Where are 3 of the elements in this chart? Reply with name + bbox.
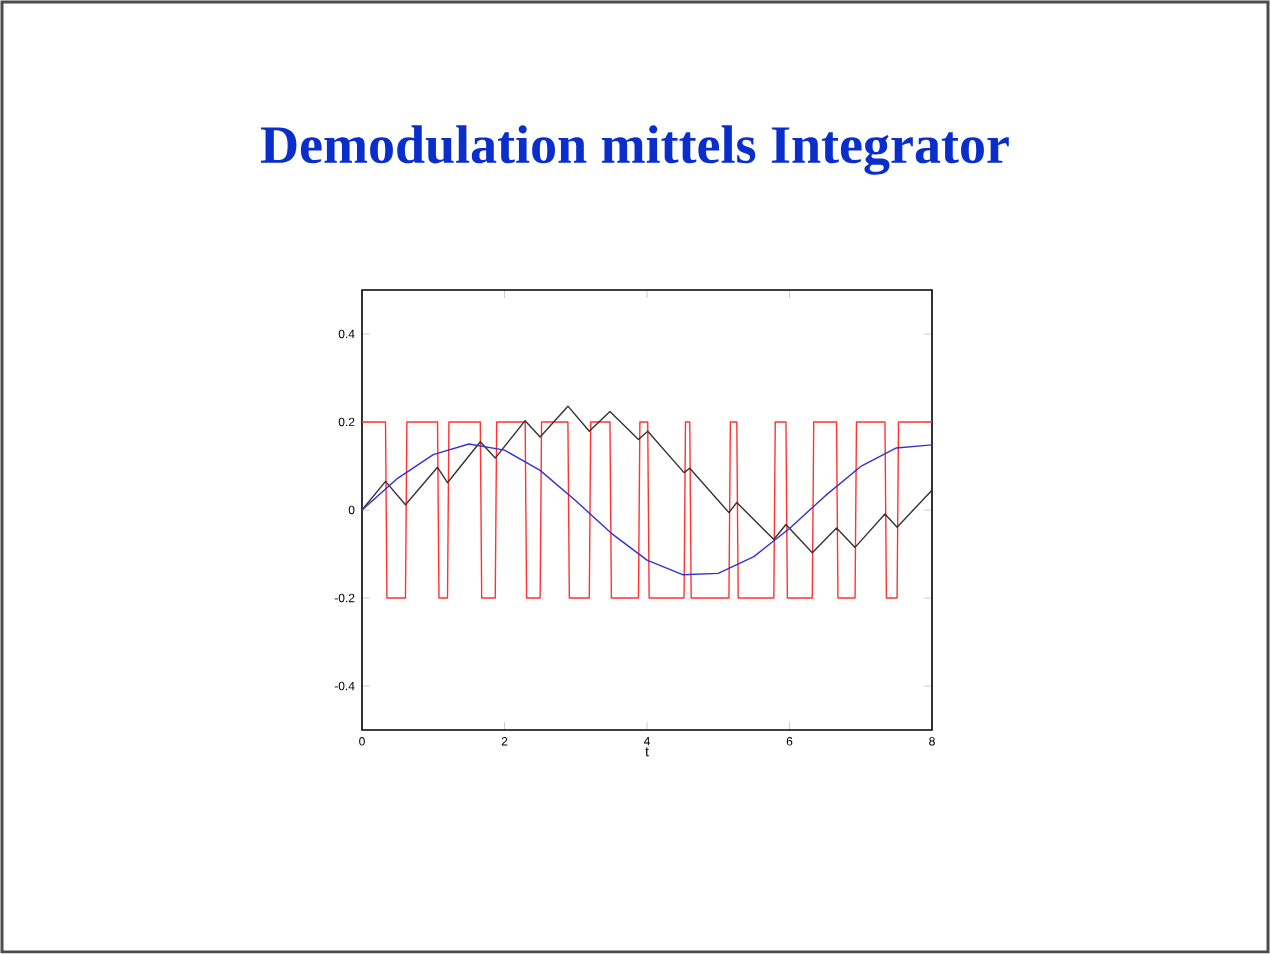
- line-series: [362, 405, 932, 554]
- chart-title: Demodulation mittels Integrator: [261, 125, 1009, 175]
- line-series: [362, 443, 932, 576]
